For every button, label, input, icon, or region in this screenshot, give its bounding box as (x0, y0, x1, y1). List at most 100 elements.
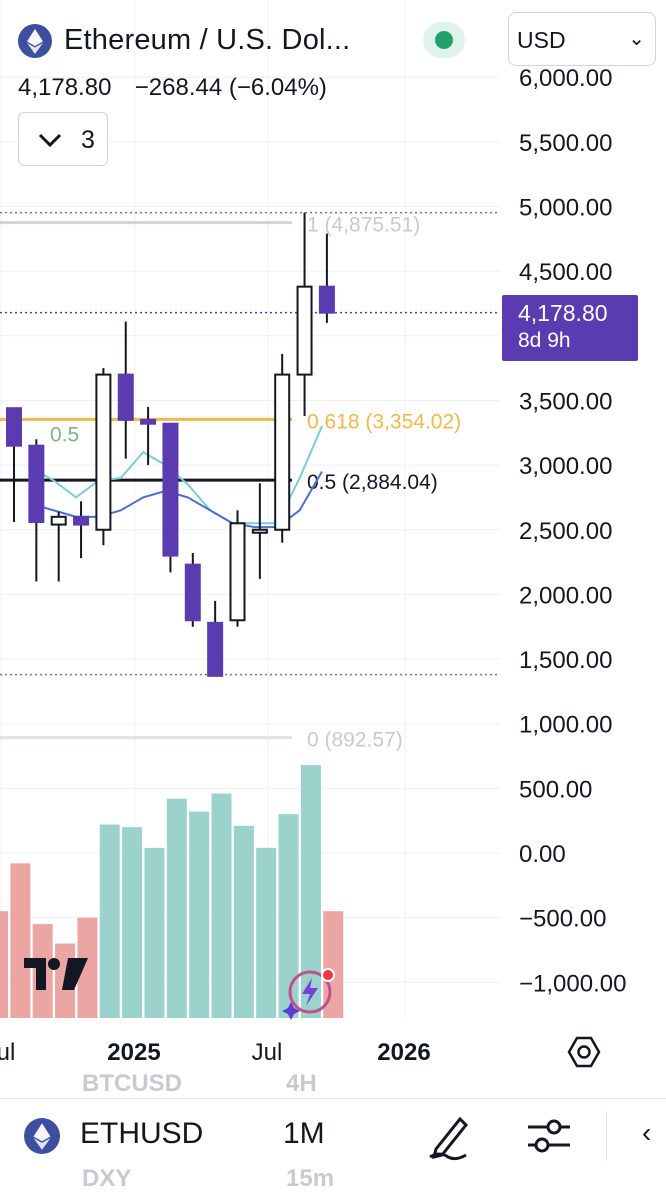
price-tick-label: −1,000.00 (519, 970, 626, 997)
interval-button[interactable]: 1M (283, 1117, 325, 1150)
price-tick-label: 1,000.00 (519, 712, 612, 739)
price-change-percent: (−6.04%) (228, 74, 327, 101)
price-tick-label: −500.00 (519, 906, 606, 933)
candlestick-series[interactable] (6, 212, 335, 677)
histogram-bar (300, 765, 321, 1018)
candle (274, 353, 291, 543)
price-tick-label: 0.00 (519, 841, 566, 868)
market-status-icon[interactable] (423, 22, 465, 58)
indicators-toggle-button[interactable]: 3 (18, 112, 108, 166)
tradingview-logo-icon[interactable] (22, 956, 90, 997)
fib-level-label: 1 (4,875.51) (307, 214, 420, 237)
candle (140, 406, 157, 466)
candle (50, 511, 67, 582)
time-tick-label: Jul (0, 1039, 15, 1066)
ai-assistant-icon[interactable] (280, 966, 336, 1022)
histogram-bar (144, 847, 165, 1018)
price-tick-label: 1,500.00 (519, 647, 612, 674)
time-tick-label: 2026 (377, 1039, 430, 1066)
last-price: 4,178.80 (18, 74, 112, 101)
candle (6, 407, 22, 522)
fib-partial-label: 0.5 (50, 423, 79, 446)
candle-body-up (95, 373, 112, 531)
chevron-down-icon: ⌄ (628, 28, 645, 50)
bar-countdown: 8d 9h (518, 329, 571, 352)
bottom-toolbar: ETHUSD 1M DXY 15m ‹ (0, 1098, 666, 1201)
candle-body-down (73, 515, 90, 526)
candle-body-down (28, 444, 45, 523)
candle (28, 439, 45, 582)
ethereum-logo-icon[interactable] (18, 24, 52, 58)
candle-body-up (50, 515, 67, 526)
candle (251, 483, 268, 579)
toolbar-divider (606, 1111, 607, 1161)
time-axis[interactable]: Jul 2025 Jul 2026 (0, 1039, 431, 1066)
time-tick-label: 2025 (107, 1039, 160, 1066)
histogram-bar (278, 814, 299, 1018)
current-price-label: 4,178.80 8d 9h (502, 295, 638, 361)
candle-body-up (229, 522, 246, 622)
price-axis[interactable]: 6,000.005,500.005,000.004,500.004,000.00… (519, 65, 626, 997)
candle (184, 553, 201, 627)
histogram-bar (166, 798, 187, 1018)
price-tick-label: 2,500.00 (519, 518, 612, 545)
price-tick-label: 500.00 (519, 776, 592, 803)
histogram-bar (77, 917, 98, 1018)
ghost-symbol: DXY (82, 1165, 132, 1192)
histogram-bar (0, 911, 8, 1018)
fibonacci-retracement[interactable]: 1 (4,875.51) 0.618 (3,354.02) 0.5 (2,884.0… (0, 211, 500, 752)
price-tick-label: 5,500.00 (519, 130, 612, 157)
ghost-interval: 15m (286, 1165, 335, 1192)
candle (95, 368, 112, 546)
fib-level-label: 0.618 (3,354.02) (307, 410, 461, 433)
chevron-left-icon[interactable]: ‹ (642, 1117, 652, 1148)
chart-settings-icon[interactable] (566, 1034, 602, 1070)
price-quote: 4,178.80 −268.44 (−6.04%) (18, 74, 327, 102)
candle-body-down (184, 563, 201, 622)
histogram-bar (99, 824, 120, 1018)
candle-body-down (117, 373, 134, 421)
candle-body-down (318, 285, 335, 314)
price-tick-label: 2,000.00 (519, 582, 612, 609)
candle (162, 422, 179, 573)
indicators-icon[interactable] (526, 1113, 572, 1159)
chevron-down-icon (38, 133, 62, 148)
fib-level-label: 0 (892.57) (307, 729, 403, 752)
price-tick-label: 6,000.00 (519, 65, 612, 92)
candle-body-down (6, 407, 22, 447)
candle (229, 510, 246, 627)
candle (318, 233, 335, 323)
indicator-count: 3 (81, 126, 95, 154)
candle (207, 600, 224, 677)
histogram-bar (211, 793, 232, 1018)
currency-value: USD (517, 27, 566, 53)
candle-body-up (251, 528, 268, 534)
price-change: −268.44 (134, 74, 223, 101)
candle (73, 501, 90, 559)
fib-level-label: 0.5 (2,884.04) (307, 471, 438, 494)
symbol-title[interactable]: Ethereum / U.S. Dol... (64, 24, 351, 56)
histogram-bar (323, 911, 344, 1018)
candle-body-down (162, 422, 179, 557)
histogram-bar (122, 827, 143, 1018)
current-price-value: 4,178.80 (518, 300, 608, 326)
price-tick-label: 4,500.00 (519, 259, 612, 286)
pencil-icon[interactable] (426, 1111, 474, 1161)
candle (117, 321, 134, 459)
price-tick-label: 3,000.00 (519, 453, 612, 480)
ethereum-logo-icon[interactable] (24, 1118, 60, 1154)
symbol-button[interactable]: ETHUSD (80, 1117, 204, 1150)
price-tick-label: 3,500.00 (519, 388, 612, 415)
ghost-interval: 4H (286, 1070, 317, 1097)
histogram-bar (233, 825, 254, 1018)
candle-body-up (274, 373, 291, 531)
candle-body-up (296, 285, 313, 376)
currency-select[interactable]: USD ⌄ (508, 12, 656, 66)
histogram-bar (10, 863, 31, 1018)
candle-body-down (140, 418, 157, 425)
histogram-bar (189, 811, 210, 1018)
price-tick-label: 5,000.00 (519, 195, 612, 222)
ghost-symbol: BTCUSD (82, 1070, 182, 1097)
time-tick-label: Jul (252, 1039, 283, 1066)
candle-body-down (207, 621, 224, 677)
